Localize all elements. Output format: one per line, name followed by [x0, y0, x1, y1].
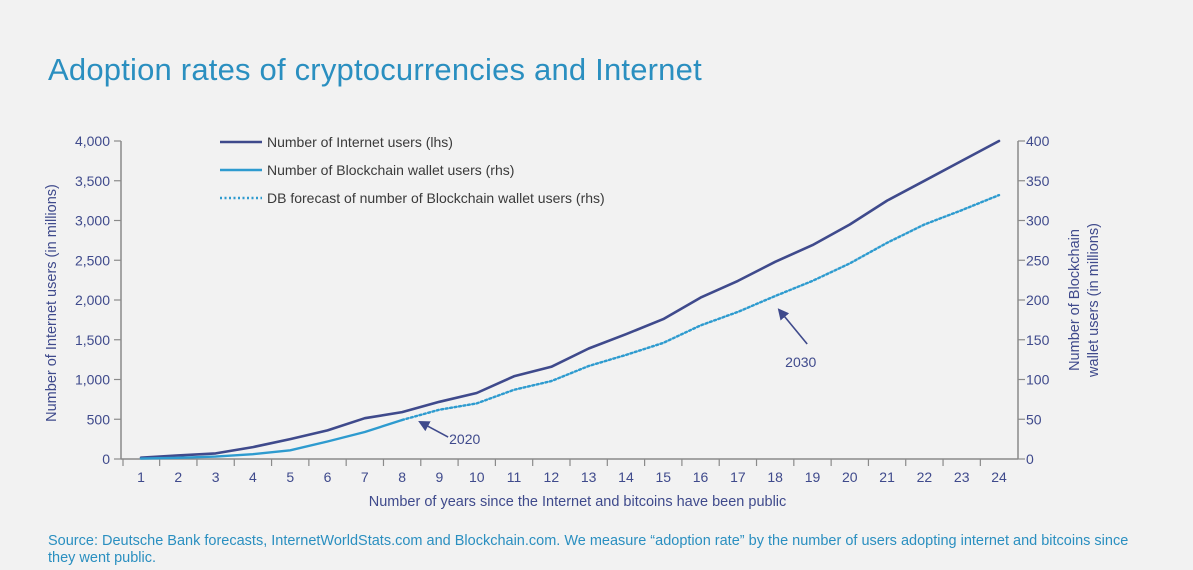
right-axis-label-line2: wallet users (in millions): [1086, 223, 1102, 378]
right-tick-label: 200: [1026, 292, 1050, 308]
right-tick-label: 150: [1026, 332, 1050, 348]
x-tick-label: 24: [991, 469, 1007, 485]
x-tick-label: 3: [212, 469, 220, 485]
right-tick-label: 50: [1026, 411, 1042, 427]
x-axis-label: Number of years since the Internet and b…: [369, 494, 787, 510]
legend-label: Number of Blockchain wallet users (rhs): [267, 162, 514, 178]
left-tick-label: 3,000: [75, 213, 110, 229]
x-tick-label: 23: [954, 469, 970, 485]
x-tick-label: 5: [286, 469, 294, 485]
left-tick-label: 4,000: [75, 133, 110, 149]
x-tick-label: 17: [730, 469, 746, 485]
x-tick-label: 7: [361, 469, 369, 485]
right-axis-label-line1: Number of Blockchain: [1067, 229, 1083, 371]
right-tick-label: 350: [1026, 173, 1050, 189]
annotation-arrow-2030: [777, 308, 808, 345]
x-tick-label: 18: [767, 469, 783, 485]
legend-label: DB forecast of number of Blockchain wall…: [267, 190, 605, 206]
x-tick-label: 19: [805, 469, 821, 485]
right-tick-label: 250: [1026, 252, 1050, 268]
x-tick-label: 9: [436, 469, 444, 485]
left-axis-label: Number of Internet users (in millions): [44, 184, 60, 422]
left-tick-label: 3,500: [75, 173, 110, 189]
x-tick-label: 14: [618, 469, 634, 485]
left-tick-label: 1,000: [75, 372, 110, 388]
internet-users-line: [139, 139, 1001, 460]
x-tick-label: 20: [842, 469, 858, 485]
line-chart: 0 500 1,000 1,500 2,000 2,500 3,000 3,500 4,000 0…: [44, 133, 1102, 510]
x-tick-label: 15: [655, 469, 671, 485]
right-tick-label: 300: [1026, 213, 1050, 229]
x-tick-label: 8: [398, 469, 406, 485]
x-tick-label: 22: [917, 469, 933, 485]
right-tick-label: 400: [1026, 133, 1050, 149]
x-tick-label: 16: [693, 469, 709, 485]
x-tick-label: 13: [581, 469, 597, 485]
annotation-2030: 2030: [785, 354, 816, 370]
x-tick-label: 1: [137, 469, 145, 485]
left-tick-label: 1,500: [75, 332, 110, 348]
right-tick-label: 0: [1026, 451, 1034, 467]
blockchain-users-line: [139, 418, 404, 460]
x-tick-label: 4: [249, 469, 257, 485]
x-tick-label: 21: [879, 469, 895, 485]
x-tick-label: 11: [507, 469, 522, 485]
left-tick-label: 500: [87, 411, 111, 427]
x-tick-label: 6: [324, 469, 332, 485]
x-tick-label: 2: [174, 469, 182, 485]
blockchain-forecast-line: [400, 193, 1001, 422]
right-tick-label: 100: [1026, 372, 1050, 388]
annotation-2020: 2020: [449, 431, 480, 447]
x-tick-label: 10: [469, 469, 485, 485]
left-tick-label: 0: [102, 451, 110, 467]
source-note: Source: Deutsche Bank forecasts, Interne…: [48, 533, 1129, 566]
annotation-arrow-2020: [418, 420, 449, 438]
left-tick-label: 2,000: [75, 292, 110, 308]
chart-title: Adoption rates of cryptocurrencies and I…: [48, 52, 702, 87]
left-tick-label: 2,500: [75, 252, 110, 268]
legend-label: Number of Internet users (lhs): [267, 134, 453, 150]
x-tick-label: 12: [544, 469, 560, 485]
